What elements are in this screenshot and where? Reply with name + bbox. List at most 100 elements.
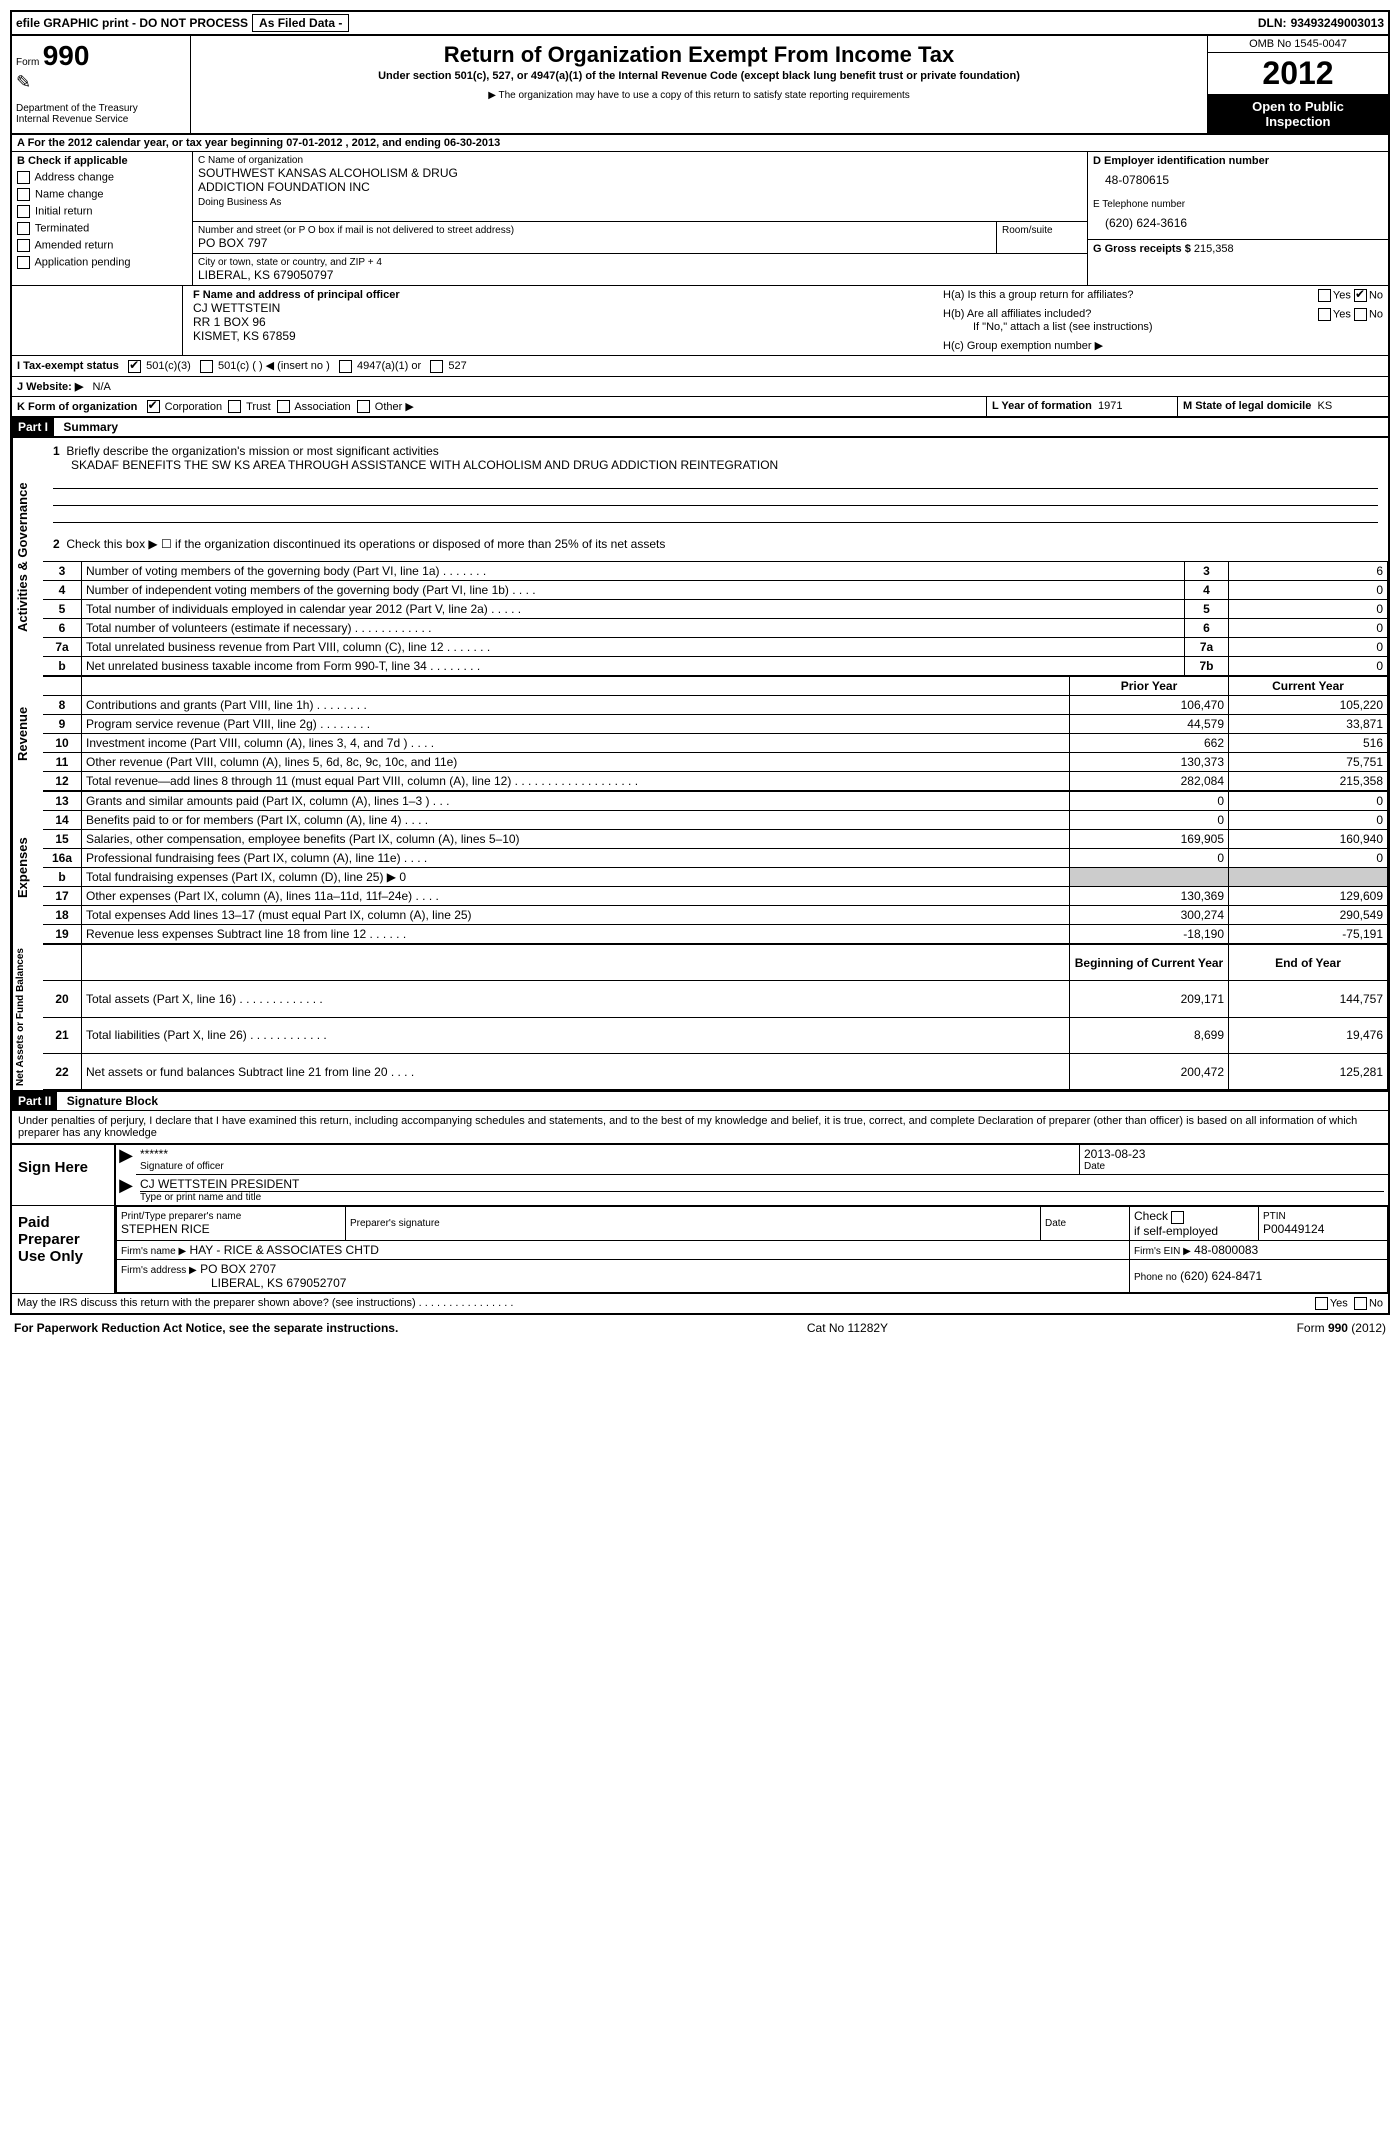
gross-label: G Gross receipts $ (1093, 243, 1191, 255)
self-emp-chk[interactable] (1171, 1211, 1184, 1224)
table-row: 15Salaries, other compensation, employee… (43, 830, 1388, 849)
addr-label: Number and street (or P O box if mail is… (198, 225, 991, 236)
fh-block: F Name and address of principal officer … (10, 285, 1390, 355)
officer-name: CJ WETTSTEIN (193, 301, 928, 315)
sign-here-label: Sign Here (12, 1145, 116, 1205)
gov-table: 3Number of voting members of the governi… (43, 561, 1388, 676)
discuss-yes-chk[interactable] (1315, 1297, 1328, 1310)
sign-block: Sign Here ▶ ****** Signature of officer … (10, 1145, 1390, 1206)
phone-value: (620) 624-3616 (1093, 210, 1383, 236)
discuss-row: May the IRS discuss this return with the… (10, 1294, 1390, 1315)
ein-value: 48-0780615 (1093, 167, 1383, 193)
table-row: 3Number of voting members of the governi… (43, 562, 1388, 581)
table-row: 17Other expenses (Part IX, column (A), l… (43, 887, 1388, 906)
4947-chk[interactable] (339, 360, 352, 373)
officer-label: F Name and address of principal officer (193, 289, 928, 301)
trust-chk[interactable] (228, 400, 241, 413)
open-to-public: Open to Public Inspection (1208, 95, 1388, 133)
table-row: 20Total assets (Part X, line 16) . . . .… (43, 981, 1388, 1017)
omb-number: OMB No 1545-0047 (1208, 36, 1388, 53)
sig-label: Signature of officer (140, 1161, 1075, 1172)
box-b-item: Application pending (17, 256, 187, 269)
sig-stars: ****** (140, 1147, 1075, 1161)
hb-note: If "No," attach a list (see instructions… (973, 321, 1383, 333)
officer-addr1: RR 1 BOX 96 (193, 315, 928, 329)
exp-table: 13Grants and similar amounts paid (Part … (43, 791, 1388, 944)
paid-prep-table: Print/Type preparer's name STEPHEN RICE … (116, 1206, 1388, 1292)
footer: For Paperwork Reduction Act Notice, see … (10, 1321, 1390, 1335)
table-row: 11Other revenue (Part VIII, column (A), … (43, 753, 1388, 772)
line-a: A For the 2012 calendar year, or tax yea… (10, 135, 1390, 152)
ein-label: D Employer identification number (1093, 155, 1383, 167)
corp-chk[interactable] (147, 400, 160, 413)
sig-date-label: Date (1084, 1161, 1384, 1172)
paid-preparer-block: Paid Preparer Use Only Print/Type prepar… (10, 1206, 1390, 1293)
ptin-value: P00449124 (1263, 1222, 1383, 1236)
table-row: bTotal fundraising expenses (Part IX, co… (43, 868, 1388, 887)
sig-date: 2013-08-23 (1084, 1147, 1384, 1161)
box-b-item: Name change (17, 188, 187, 201)
org-name-label: C Name of organization (198, 155, 1082, 166)
mission-text: SKADAF BENEFITS THE SW KS AREA THROUGH A… (53, 458, 778, 472)
exp-vert-label: Expenses (12, 791, 43, 944)
line-klm: K Form of organization Corporation Trust… (10, 397, 1390, 419)
summary-rev: Revenue Prior YearCurrent Year8Contribut… (10, 676, 1390, 791)
firm-ein: 48-0800083 (1194, 1243, 1258, 1257)
phone-label: E Telephone number (1093, 199, 1383, 210)
org-name-1: SOUTHWEST KANSAS ALCOHOLISM & DRUG (198, 166, 1082, 180)
rev-vert-label: Revenue (12, 676, 43, 791)
hb-yes-chk[interactable] (1318, 308, 1331, 321)
box-b-item: Terminated (17, 222, 187, 235)
box-c: C Name of organization SOUTHWEST KANSAS … (193, 152, 1087, 285)
ha-yes-chk[interactable] (1318, 289, 1331, 302)
box-f: F Name and address of principal officer … (183, 286, 938, 355)
527-chk[interactable] (430, 360, 443, 373)
gov-vert-label: Activities & Governance (12, 438, 43, 676)
table-row: bNet unrelated business taxable income f… (43, 657, 1388, 676)
table-row: 4Number of independent voting members of… (43, 581, 1388, 600)
501c-chk[interactable] (200, 360, 213, 373)
table-row: 7aTotal unrelated business revenue from … (43, 638, 1388, 657)
entity-block: B Check if applicable Address change Nam… (10, 152, 1390, 285)
form-subtitle-1: Under section 501(c), 527, or 4947(a)(1)… (199, 70, 1199, 82)
firm-name: HAY - RICE & ASSOCIATES CHTD (190, 1243, 379, 1257)
form-number: 990 (43, 40, 90, 71)
firm-phone: (620) 624-8471 (1180, 1269, 1262, 1283)
form-right-col: OMB No 1545-0047 2012 Open to Public Ins… (1207, 36, 1388, 133)
box-h: H(a) Is this a group return for affiliat… (938, 286, 1388, 355)
table-row: 22Net assets or fund balances Subtract l… (43, 1053, 1388, 1089)
officer-sig-name: CJ WETTSTEIN PRESIDENT (140, 1177, 1384, 1191)
line-i: I Tax-exempt status 501(c)(3) 501(c) ( )… (10, 355, 1390, 377)
org-name-2: ADDICTION FOUNDATION INC (198, 180, 1082, 194)
dln-value: 93493249003013 (1291, 16, 1384, 30)
box-b-item: Amended return (17, 239, 187, 252)
tax-year: 2012 (1208, 53, 1388, 95)
table-row: 13Grants and similar amounts paid (Part … (43, 792, 1388, 811)
box-b: B Check if applicable Address change Nam… (12, 152, 193, 285)
officer-sig-name-label: Type or print name and title (140, 1191, 1384, 1203)
discuss-no-chk[interactable] (1354, 1297, 1367, 1310)
box-b-title: B Check if applicable (17, 155, 187, 167)
table-row: 10Investment income (Part VIII, column (… (43, 734, 1388, 753)
dba-label: Doing Business As (198, 197, 1082, 208)
form-left-col: Form 990 ✎ Department of the Treasury In… (12, 36, 191, 133)
assoc-chk[interactable] (277, 400, 290, 413)
penalty-text: Under penalties of perjury, I declare th… (10, 1110, 1390, 1145)
footer-mid: Cat No 11282Y (807, 1321, 888, 1335)
hc-label: H(c) Group exemption number ▶ (943, 339, 1383, 352)
firm-addr2: LIBERAL, KS 679052707 (121, 1276, 346, 1290)
501c3-chk[interactable] (128, 360, 141, 373)
rev-table: Prior YearCurrent Year8Contributions and… (43, 676, 1388, 791)
irs-label: Internal Revenue Service (16, 114, 186, 125)
line-j: J Website: ▶ N/A (10, 377, 1390, 397)
hb-no-chk[interactable] (1354, 308, 1367, 321)
form-header: Form 990 ✎ Department of the Treasury In… (10, 36, 1390, 135)
dln-label: DLN: (1258, 16, 1287, 30)
city-label: City or town, state or country, and ZIP … (198, 257, 1082, 268)
ha-no-chk[interactable] (1354, 289, 1367, 302)
summary-na: Net Assets or Fund Balances Beginning of… (10, 944, 1390, 1092)
other-chk[interactable] (357, 400, 370, 413)
table-row: 14Benefits paid to or for members (Part … (43, 811, 1388, 830)
table-row: 6Total number of volunteers (estimate if… (43, 619, 1388, 638)
footer-left: For Paperwork Reduction Act Notice, see … (14, 1321, 398, 1335)
